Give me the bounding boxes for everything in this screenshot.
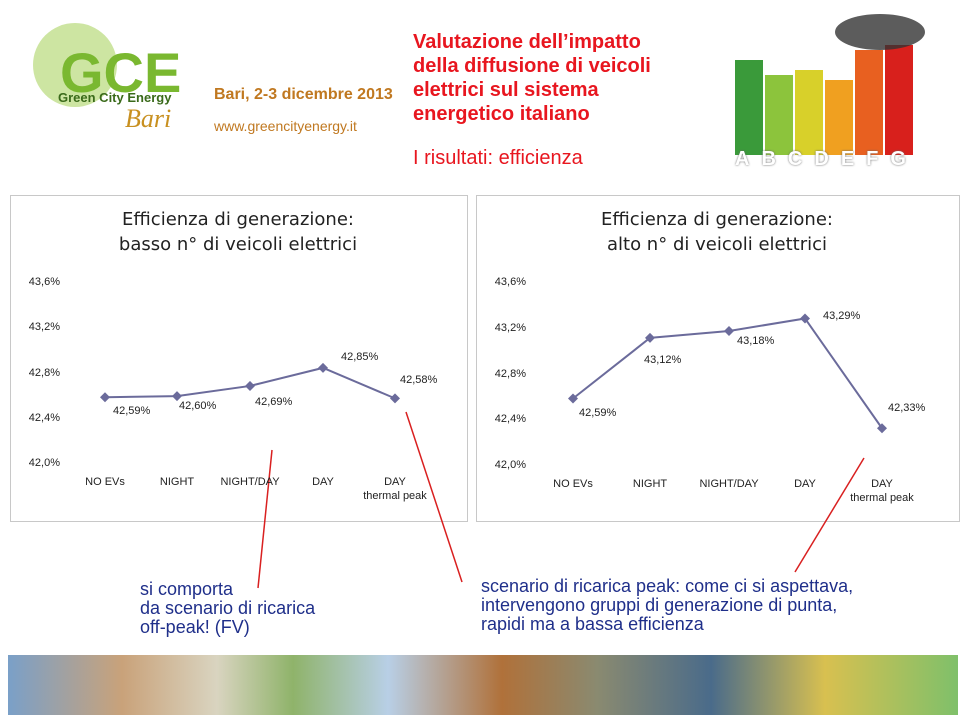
title-line: Valutazione dell’impatto (413, 31, 641, 53)
arrow (794, 457, 865, 573)
annotation-line: intervengono gruppi di generazione di pu… (481, 595, 838, 615)
logo-city: Bari (125, 104, 172, 133)
annotation-line: da scenario di ricarica (140, 598, 316, 618)
data-label: 42,69% (255, 395, 293, 408)
data-label: 43,12% (644, 353, 682, 366)
y-tick-label: 43,6% (494, 276, 526, 288)
x-tick-label: NIGHT/DAY (699, 478, 759, 490)
x-tick-label: NIGHT/DAY (220, 476, 280, 488)
marker (172, 391, 182, 402)
logo-subtitle: Green City Energy (58, 90, 172, 105)
logo-shape (33, 23, 117, 107)
arrow (405, 411, 463, 583)
chart-title-line: Efficienza di generazione: (601, 209, 833, 230)
energy-bar (855, 50, 883, 155)
arrow (257, 449, 273, 589)
x-tick-label: NO EVs (553, 478, 593, 490)
marker (645, 332, 655, 343)
marker (318, 362, 328, 373)
website: www.greencityenergy.it (214, 118, 357, 134)
y-tick-label: 42,8% (28, 366, 60, 379)
energy-labels: ABCDEFG (735, 148, 918, 171)
date: Bari, 2-3 dicembre 2013 (214, 86, 393, 103)
title-line: elettrici sul sistema (413, 79, 599, 101)
energy-label: A (735, 148, 762, 170)
energy-label: F (866, 148, 891, 170)
y-tick-label: 43,6% (28, 276, 60, 288)
x-tick-label: DAY thermal peak (850, 478, 914, 504)
x-tick-label: NIGHT (159, 476, 195, 488)
chart-title-line: Efficienza di generazione: (122, 209, 354, 230)
y-tick-label: 42,4% (28, 411, 60, 424)
y-tick-label: 42,4% (494, 413, 526, 426)
chart-title-line: basso n° di veicoli elettrici (118, 234, 358, 255)
marker (100, 392, 110, 403)
data-label: 43,18% (737, 335, 775, 348)
annotation-line: off-peak! (FV) (140, 617, 250, 637)
data-label: 42,58% (400, 374, 438, 387)
smoke (835, 14, 925, 50)
energy-bar (765, 75, 793, 155)
annotation-line: scenario di ricarica peak: come ci si as… (481, 576, 854, 596)
data-label: 42,59% (579, 406, 617, 419)
marker (390, 393, 400, 404)
data-label: 42,59% (113, 405, 151, 418)
energy-label: B (761, 148, 788, 170)
arrows (257, 411, 865, 589)
energy-bar (885, 45, 913, 155)
energy-label: G (890, 148, 918, 170)
logo-text: GCE (60, 41, 182, 104)
photo-strip (8, 655, 958, 715)
energy-label: D (814, 148, 841, 170)
energy-bar (735, 60, 763, 155)
annotation-line: rapidi ma a bassa efficienza (481, 614, 704, 634)
title-line: della diffusione di veicoli (413, 55, 651, 77)
title-line: energetico italiano (413, 103, 590, 125)
chart-frame (10, 195, 468, 522)
y-tick-label: 42,8% (494, 367, 526, 380)
chart-title: Efficienza di generazione: alto n° di vei… (476, 207, 958, 257)
marker (245, 380, 255, 391)
annotation-line: si comporta (140, 579, 234, 599)
data-label: 42,60% (179, 400, 217, 413)
annotation: scenario di ricarica peak: come ci si as… (481, 577, 853, 634)
chart-title: Efficienza di generazione: basso n° di ve… (10, 207, 466, 257)
x-tick-label: DAY (312, 476, 334, 488)
chart-title-line: alto n° di veicoli elettrici (606, 234, 828, 255)
x-tick-label: NO EVs (85, 476, 125, 488)
data-label: 42,85% (341, 350, 379, 363)
energy-bar (795, 70, 823, 155)
data-label: 43,29% (823, 310, 861, 323)
marker (568, 393, 578, 404)
line (572, 317, 883, 429)
marker (800, 313, 810, 324)
y-tick-label: 42,0% (494, 459, 526, 471)
energy-label: C (787, 148, 815, 170)
marker (724, 326, 734, 337)
y-tick-label: 43,2% (28, 321, 60, 334)
subtitle: I risultati: efficienza (413, 147, 583, 169)
marker (877, 423, 887, 434)
energy-label: E (840, 148, 867, 170)
y-tick-label: 43,2% (494, 321, 526, 334)
x-tick-label: DAY thermal peak (363, 476, 427, 502)
y-tick-label: 42,0% (28, 457, 60, 469)
x-tick-label: NIGHT (632, 478, 668, 490)
chart-frame (476, 195, 960, 522)
annotation: si comporta da scenario di ricarica off-pe… (140, 580, 315, 637)
x-tick-label: DAY (794, 478, 816, 490)
data-label: 42,33% (888, 402, 926, 415)
title-block: Valutazione dell’impatto della diffusione… (413, 30, 651, 126)
energy-bar (825, 80, 853, 155)
